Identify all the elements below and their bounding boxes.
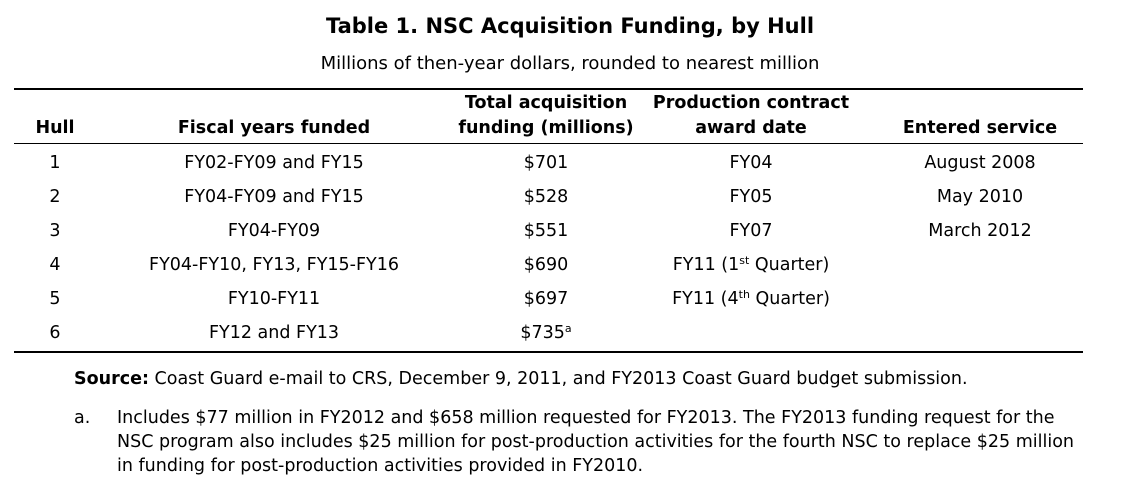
- header-award-line2: award date: [695, 118, 807, 138]
- source-note: Source: Coast Guard e-mail to CRS, Decem…: [74, 366, 968, 392]
- award-value: FY04: [729, 153, 773, 173]
- cell-hull: 2: [49, 187, 61, 207]
- cell-fiscal-years: FY02-FY09 and FY15: [184, 153, 364, 173]
- footnote-marker: a.: [74, 408, 91, 428]
- table-row: 1 FY02-FY09 and FY15 $701 FY04 August 20…: [0, 146, 1140, 180]
- table-row: 3 FY04-FY09 $551 FY07 March 2012: [0, 214, 1140, 248]
- cell-award-date: FY07: [640, 214, 862, 248]
- header-fiscal-years: Fiscal years funded: [177, 118, 371, 138]
- header-rule: [14, 143, 1083, 144]
- cell-entered-service: August 2008: [924, 153, 1036, 173]
- cell-hull: 1: [49, 153, 61, 173]
- cell-total: $690: [452, 248, 640, 282]
- cell-total: $735a: [452, 316, 640, 350]
- cell-hull: 3: [49, 221, 61, 241]
- table-row: 2 FY04-FY09 and FY15 $528 FY05 May 2010: [0, 180, 1140, 214]
- table-row: 6 FY12 and FY13 $735a: [0, 316, 1140, 350]
- cell-fiscal-years: FY04-FY09 and FY15: [184, 187, 364, 207]
- top-rule: [14, 88, 1083, 90]
- total-note-marker: a: [564, 322, 572, 335]
- header-total-line2: funding (millions): [458, 118, 634, 138]
- total-value: $551: [523, 221, 569, 241]
- award-ordinal: th: [738, 288, 750, 301]
- total-value: $690: [523, 255, 569, 275]
- total-value: $735: [520, 323, 565, 343]
- cell-fiscal-years: FY04-FY09: [227, 221, 321, 241]
- award-value: FY11 (4: [672, 289, 739, 309]
- cell-award-date: FY11 (1st Quarter): [640, 248, 862, 282]
- cell-total: $697: [452, 282, 640, 316]
- table-row: 5 FY10-FY11 $697 FY11 (4th Quarter): [0, 282, 1140, 316]
- header-award-date: Production contract award date: [640, 91, 862, 141]
- award-value: FY11 (1: [672, 255, 740, 275]
- award-ordinal: st: [739, 254, 750, 267]
- cell-total: $528: [452, 180, 640, 214]
- cell-award-date: FY05: [640, 180, 862, 214]
- award-suffix: Quarter): [749, 289, 830, 309]
- cell-award-date: FY11 (4th Quarter): [640, 282, 862, 316]
- cell-award-date: FY04: [640, 146, 862, 180]
- total-value: $528: [523, 187, 569, 207]
- cell-hull: 5: [49, 289, 61, 309]
- award-value: FY05: [729, 187, 773, 207]
- cell-total: $701: [452, 146, 640, 180]
- header-total-funding: Total acquisition funding (millions): [452, 91, 640, 141]
- award-value: FY07: [729, 221, 773, 241]
- source-label: Source:: [74, 369, 149, 389]
- source-text: Coast Guard e-mail to CRS, December 9, 2…: [148, 369, 968, 389]
- header-award-line1: Production contract: [652, 93, 850, 113]
- award-suffix: Quarter): [749, 255, 830, 275]
- table-title: Table 1. NSC Acquisition Funding, by Hul…: [325, 14, 815, 38]
- cell-total: $551: [452, 214, 640, 248]
- header-hull: Hull: [35, 118, 75, 138]
- cell-fiscal-years: FY12 and FY13: [208, 323, 340, 343]
- bottom-rule: [14, 351, 1083, 353]
- total-value: $697: [523, 289, 569, 309]
- footnote-text: Includes $77 million in FY2012 and $658 …: [117, 408, 1075, 476]
- cell-fiscal-years: FY10-FY11: [227, 289, 321, 309]
- cell-entered-service: May 2010: [936, 187, 1024, 207]
- header-total-line1: Total acquisition: [464, 93, 628, 113]
- cell-hull: 6: [49, 323, 61, 343]
- total-value: $701: [523, 153, 569, 173]
- cell-entered-service: March 2012: [928, 221, 1032, 241]
- table-row: 4 FY04-FY10, FY13, FY15-FY16 $690 FY11 (…: [0, 248, 1140, 282]
- cell-hull: 4: [49, 255, 61, 275]
- header-entered-service: Entered service: [902, 118, 1058, 138]
- cell-fiscal-years: FY04-FY10, FY13, FY15-FY16: [149, 255, 399, 275]
- table-subtitle: Millions of then-year dollars, rounded t…: [320, 53, 820, 74]
